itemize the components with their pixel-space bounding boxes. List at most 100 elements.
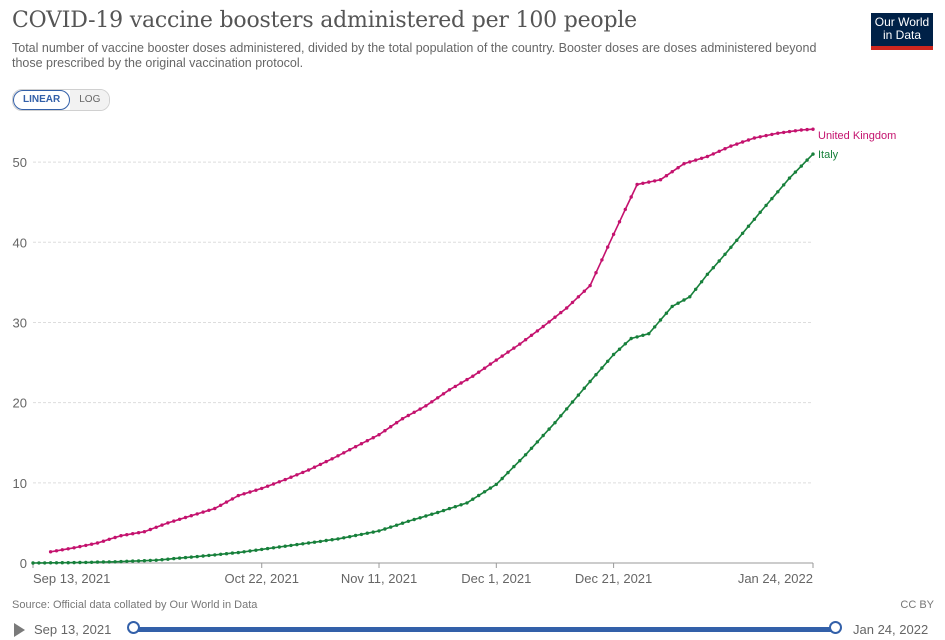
data-point: [306, 541, 311, 545]
data-point: [424, 514, 428, 518]
data-point: [336, 454, 340, 458]
data-point: [746, 138, 751, 142]
data-point: [365, 531, 369, 535]
data-point: [576, 295, 581, 299]
data-point: [717, 259, 721, 263]
data-point: [230, 497, 235, 501]
data-point: [623, 207, 627, 212]
log-scale-button[interactable]: LOG: [70, 90, 110, 110]
data-point: [553, 421, 557, 425]
data-point: [424, 404, 428, 408]
data-point: [342, 451, 346, 455]
owid-logo[interactable]: Our World in Data: [871, 13, 933, 50]
data-point: [324, 538, 328, 543]
data-point: [606, 359, 610, 363]
data-point: [447, 506, 452, 511]
data-point: [201, 510, 205, 514]
data-point: [752, 217, 757, 221]
data-point: [406, 413, 410, 418]
data-point: [529, 446, 534, 450]
data-point: [623, 342, 627, 346]
data-point: [441, 508, 446, 513]
data-point: [224, 500, 229, 504]
data-point: [471, 497, 475, 501]
data-point: [553, 315, 557, 319]
data-point: [412, 517, 416, 522]
data-point: [318, 462, 323, 467]
data-point: [805, 158, 809, 162]
data-point: [436, 510, 440, 515]
data-point: [565, 306, 569, 310]
data-point: [131, 532, 135, 536]
data-point: [84, 560, 88, 565]
timeline-end-handle[interactable]: [829, 621, 842, 634]
data-point: [588, 379, 592, 384]
data-point: [582, 386, 586, 390]
data-point: [582, 289, 586, 293]
data-point: [664, 174, 669, 178]
y-tick-label: 20: [13, 396, 27, 411]
data-point: [641, 181, 645, 185]
data-point: [119, 559, 123, 564]
data-point: [207, 508, 211, 512]
y-tick-label: 10: [13, 476, 27, 491]
data-point: [260, 547, 264, 552]
data-point: [295, 542, 299, 547]
linear-scale-button[interactable]: LINEAR: [13, 90, 71, 110]
timeline-start-handle[interactable]: [127, 621, 140, 634]
y-tick-label: 40: [13, 235, 27, 250]
data-point: [60, 548, 64, 552]
data-point: [383, 429, 387, 433]
data-point: [811, 127, 815, 131]
data-point: [617, 220, 622, 224]
data-point: [312, 540, 317, 544]
license-label[interactable]: CC BY: [900, 599, 934, 611]
data-point: [60, 561, 64, 565]
series-line: [32, 153, 814, 564]
data-point: [207, 553, 211, 558]
data-point: [166, 557, 170, 561]
data-point: [78, 560, 82, 565]
data-point: [136, 531, 141, 535]
data-point: [54, 561, 59, 565]
data-point: [348, 535, 352, 539]
source-note[interactable]: Source: Official data collated by Our Wo…: [12, 599, 258, 611]
data-point: [653, 325, 657, 329]
data-point: [289, 475, 293, 479]
x-tick-label: Oct 22, 2021: [224, 571, 298, 586]
data-point: [172, 556, 176, 561]
data-point: [735, 142, 739, 146]
data-point: [89, 542, 94, 546]
data-point: [647, 180, 651, 184]
data-point: [219, 503, 223, 507]
data-point: [183, 515, 188, 520]
data-point: [213, 553, 217, 557]
data-point: [535, 440, 540, 444]
data-point: [635, 335, 639, 339]
line-chart: 0 10 20 30 40 50 Sep 13, 2021 Oct 22, 2021 Nov 1…: [13, 127, 896, 586]
data-point: [37, 561, 41, 565]
data-point: [453, 384, 457, 389]
series-line: [50, 128, 814, 553]
data-point: [78, 544, 82, 549]
data-point: [459, 381, 463, 385]
data-point: [811, 152, 815, 156]
play-icon[interactable]: [14, 623, 25, 637]
data-point: [699, 156, 704, 160]
data-point: [336, 537, 340, 541]
data-point: [95, 541, 100, 545]
data-point: [711, 266, 715, 270]
data-point: [670, 304, 674, 309]
data-point: [277, 480, 281, 484]
data-point: [394, 523, 399, 527]
data-point: [717, 149, 721, 153]
timeline-track[interactable]: [133, 627, 836, 632]
data-point: [377, 433, 381, 437]
data-point: [740, 140, 745, 144]
data-point: [371, 530, 375, 534]
data-point: [518, 459, 522, 463]
data-point: [629, 336, 633, 341]
data-point: [782, 130, 786, 135]
data-point: [793, 129, 798, 133]
data-point: [265, 546, 270, 551]
